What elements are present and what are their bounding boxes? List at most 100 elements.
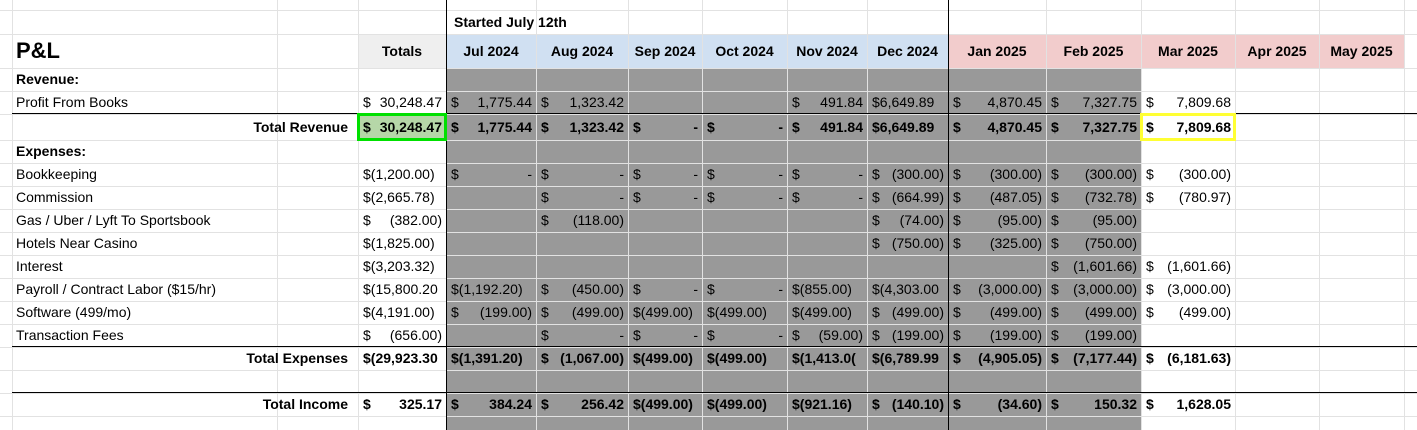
month-value-cell[interactable]: $ (199.00) [948, 324, 1046, 347]
month-value-cell[interactable]: $ (3,000.00) [1141, 278, 1235, 301]
month-value-cell[interactable]: $ (1,601.66) [1046, 255, 1141, 278]
month-header[interactable]: Apr 2025 [1247, 43, 1307, 59]
row-total-cell[interactable]: $(29,923.30 [358, 347, 446, 370]
month-value-cell[interactable]: $ (74.00) [867, 209, 948, 232]
month-value-cell[interactable]: $7,809.68 [1141, 114, 1235, 140]
month-header[interactable]: Aug 2024 [550, 43, 614, 59]
month-value-cell[interactable]: $ - [702, 163, 787, 186]
month-value-cell[interactable]: $(4,303.00 [867, 278, 948, 301]
month-value-cell[interactable]: $ (487.05) [948, 186, 1046, 209]
month-value-cell[interactable]: $ (1,067.00) [536, 347, 628, 370]
month-value-cell[interactable]: $6,649.89 [867, 114, 948, 140]
month-value-cell[interactable]: $ (300.00) [867, 163, 948, 186]
month-value-cell[interactable]: $4,870.45 [948, 114, 1046, 140]
row-total-cell[interactable]: $30,248.47 [358, 114, 446, 140]
month-value-cell[interactable]: $(499.00) [628, 347, 702, 370]
row-total-cell[interactable]: $325.17 [358, 393, 446, 416]
month-value-cell[interactable]: $7,327.75 [1046, 114, 1141, 140]
month-value-cell[interactable]: $ (199.00) [1046, 324, 1141, 347]
month-value-cell[interactable]: $491.84 [787, 91, 867, 114]
month-value-cell[interactable]: $ (3,000.00) [948, 278, 1046, 301]
month-value-cell[interactable]: $(499.00) [628, 301, 702, 324]
month-value-cell[interactable]: $(499.00) [536, 301, 628, 324]
month-value-cell[interactable]: $ - [536, 324, 628, 347]
month-value-cell[interactable]: $ (300.00) [948, 163, 1046, 186]
month-value-cell[interactable]: $ (732.78) [1046, 186, 1141, 209]
month-value-cell[interactable]: $ (300.00) [1141, 163, 1235, 186]
month-value-cell[interactable]: $(855.00) [787, 278, 867, 301]
month-value-cell[interactable]: $ (3,000.00) [1046, 278, 1141, 301]
month-header[interactable]: May 2025 [1330, 43, 1393, 59]
month-value-cell[interactable]: $ - [536, 186, 628, 209]
month-value-cell[interactable]: $(1,413.0( [787, 347, 867, 370]
month-value-cell[interactable]: $ (140.10) [867, 393, 948, 416]
row-total-cell[interactable]: $(2,665.78) [358, 186, 446, 209]
month-value-cell[interactable]: $ (750.00) [1046, 232, 1141, 255]
month-value-cell[interactable]: $(6,789.99 [867, 347, 948, 370]
month-value-cell[interactable]: $ (95.00) [1046, 209, 1141, 232]
month-value-cell[interactable]: $(499.00) [628, 393, 702, 416]
month-value-cell[interactable]: $ (199.00) [446, 301, 536, 324]
month-value-cell[interactable]: $7,809.68 [1141, 91, 1235, 114]
month-value-cell[interactable]: $ (325.00) [948, 232, 1046, 255]
month-value-cell[interactable]: $ (450.00) [536, 278, 628, 301]
month-value-cell[interactable]: $ - [702, 186, 787, 209]
month-value-cell[interactable]: $(921.16) [787, 393, 867, 416]
month-header[interactable]: Feb 2025 [1063, 43, 1124, 59]
month-header[interactable]: Mar 2025 [1158, 43, 1218, 59]
month-value-cell[interactable]: $(499.00) [1141, 301, 1235, 324]
month-value-cell[interactable]: $ (664.99) [867, 186, 948, 209]
month-value-cell[interactable]: $ - [787, 186, 867, 209]
row-total-cell[interactable]: $(3,203.32) [358, 255, 446, 278]
month-value-cell[interactable]: $1,775.44 [446, 114, 536, 140]
month-value-cell[interactable]: $ - [628, 163, 702, 186]
month-value-cell[interactable]: $(499.00) [702, 393, 787, 416]
month-value-cell[interactable]: $(499.00) [1046, 301, 1141, 324]
month-value-cell[interactable]: $ - [628, 324, 702, 347]
month-header[interactable]: Sep 2024 [634, 43, 696, 59]
month-value-cell[interactable]: $7,327.75 [1046, 91, 1141, 114]
row-total-cell[interactable]: $ (656.00) [358, 324, 446, 347]
month-value-cell[interactable]: $1,323.42 [536, 114, 628, 140]
month-value-cell[interactable]: $ - [702, 278, 787, 301]
month-value-cell[interactable]: $ (199.00) [867, 324, 948, 347]
row-total-cell[interactable]: $(15,800.20 [358, 278, 446, 301]
month-value-cell[interactable]: $4,870.45 [948, 91, 1046, 114]
month-value-cell[interactable]: $ (4,905.05) [948, 347, 1046, 370]
month-value-cell[interactable]: $(499.00) [787, 301, 867, 324]
month-value-cell[interactable]: $ - [787, 163, 867, 186]
month-value-cell[interactable]: $1,628.05 [1141, 393, 1235, 416]
row-total-cell[interactable]: $(1,200.00) [358, 163, 446, 186]
row-total-cell[interactable]: $ (382.00) [358, 209, 446, 232]
month-value-cell[interactable]: $ - [628, 186, 702, 209]
month-header[interactable]: Oct 2024 [715, 43, 774, 59]
month-value-cell[interactable]: $ - [702, 324, 787, 347]
month-value-cell[interactable]: $1,323.42 [536, 91, 628, 114]
month-value-cell[interactable]: $256.42 [536, 393, 628, 416]
month-value-cell[interactable]: $(499.00) [948, 301, 1046, 324]
row-total-cell[interactable]: $(1,825.00) [358, 232, 446, 255]
month-value-cell[interactable]: $ (7,177.44) [1046, 347, 1141, 370]
month-header[interactable]: Jul 2024 [463, 43, 519, 59]
month-value-cell[interactable]: $(499.00) [702, 347, 787, 370]
month-value-cell[interactable]: $(499.00) [867, 301, 948, 324]
month-value-cell[interactable]: $ (300.00) [1046, 163, 1141, 186]
month-value-cell[interactable]: $ - [628, 278, 702, 301]
row-total-cell[interactable]: $30,248.47 [358, 91, 446, 114]
totals-header[interactable]: Totals [381, 43, 423, 59]
month-value-cell[interactable]: $(1,391.20) [446, 347, 536, 370]
month-value-cell[interactable]: $1,775.44 [446, 91, 536, 114]
month-value-cell[interactable]: $ (6,181.63) [1141, 347, 1235, 370]
month-header[interactable]: Dec 2024 [877, 43, 938, 59]
month-value-cell[interactable]: $(1,192.20) [446, 278, 536, 301]
month-value-cell[interactable]: $ - [446, 163, 536, 186]
month-value-cell[interactable]: $150.32 [1046, 393, 1141, 416]
month-value-cell[interactable]: $6,649.89 [867, 91, 948, 114]
month-value-cell[interactable]: $ (95.00) [948, 209, 1046, 232]
month-value-cell[interactable]: $(499.00) [702, 301, 787, 324]
month-value-cell[interactable]: $ (750.00) [867, 232, 948, 255]
month-value-cell[interactable]: $384.24 [446, 393, 536, 416]
month-value-cell[interactable]: $491.84 [787, 114, 867, 140]
month-value-cell[interactable]: $ (118.00) [536, 209, 628, 232]
month-header[interactable]: Nov 2024 [796, 43, 858, 59]
